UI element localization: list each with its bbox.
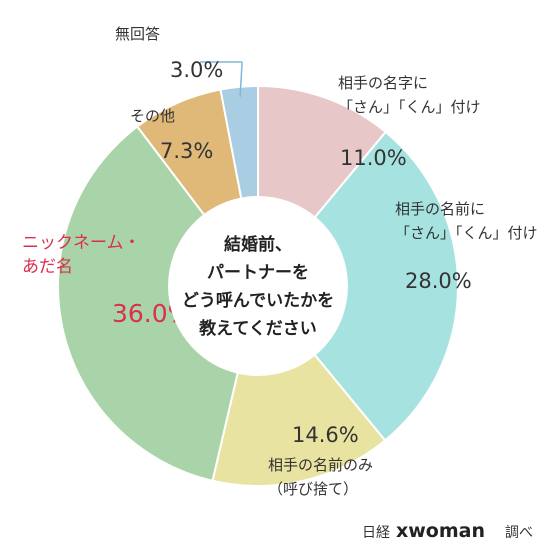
slice-label-2: 相手の名前に「さん」「くん」付け 28.0% xyxy=(395,200,538,293)
slice-value-label: 7.3% xyxy=(160,139,213,163)
slice-label-line: （呼び捨て） xyxy=(268,480,358,498)
slice-label-line: 「さん」「くん」付け xyxy=(395,224,538,242)
credit-brand: xwoman xyxy=(396,520,485,542)
center-title-line: パートナーを xyxy=(207,263,309,283)
center-title-line: 結婚前、 xyxy=(224,234,292,255)
slice-label-3: 相手の名前のみ （呼び捨て） 14.6% xyxy=(268,423,373,498)
source-credit: 日経 xwoman 調べ xyxy=(362,520,533,542)
center-title-line: 教えてください xyxy=(198,318,317,339)
no-answer-leader-line xyxy=(239,61,243,97)
slice-value-label: 11.0% xyxy=(340,146,407,170)
slice-label-6: 無回答 3.0% xyxy=(115,25,223,82)
credit-suffix: 調べ xyxy=(505,525,533,541)
slice-value-label: 3.0% xyxy=(170,58,223,82)
pie-slice-2 xyxy=(256,130,459,442)
slice-label-line: 相手の名前のみ xyxy=(268,456,373,474)
slice-value-label: 28.0% xyxy=(405,269,472,293)
slice-label-1: 相手の名字に「さん」「くん」付け 11.0% xyxy=(338,74,481,170)
slice-label-line: その他 xyxy=(130,107,175,125)
slice-label-5: その他 7.3% xyxy=(130,107,213,163)
credit-prefix: 日経 xyxy=(362,525,390,541)
donut-hole xyxy=(168,196,348,376)
center-title-line: どう呼んでいたかを xyxy=(182,291,334,311)
slice-label-line: ニックネーム・ xyxy=(22,233,141,253)
slice-label-line: 「さん」「くん」付け xyxy=(338,98,481,116)
slice-value-label: 14.6% xyxy=(292,423,359,447)
slice-label-line: 相手の名前に xyxy=(395,200,485,218)
slice-label-line: 相手の名字に xyxy=(338,74,428,92)
pie-slice-4 xyxy=(57,125,260,482)
slice-label-line: 無回答 xyxy=(115,25,160,43)
slice-label-line: あだ名 xyxy=(22,257,73,277)
